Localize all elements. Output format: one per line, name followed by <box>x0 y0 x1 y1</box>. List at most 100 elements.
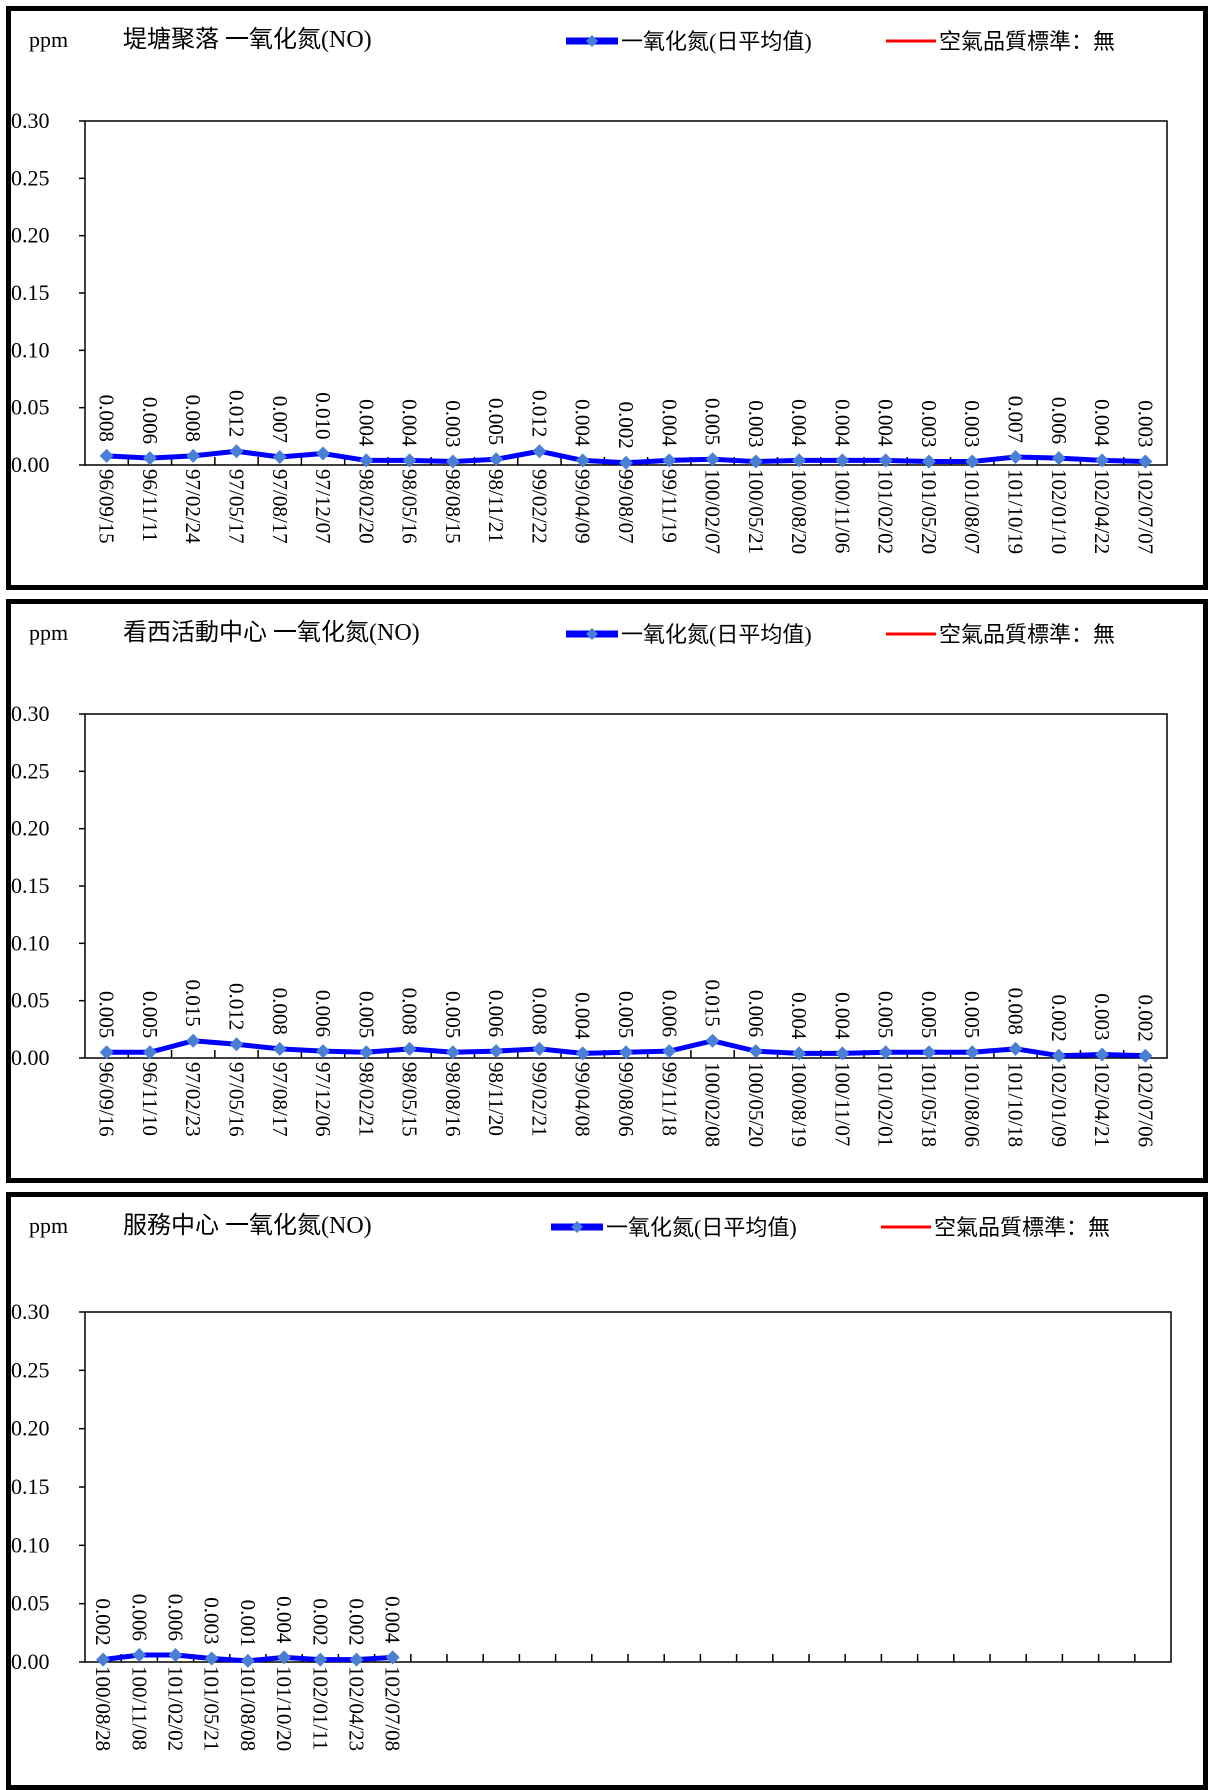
x-category-label: 102/07/08 <box>381 1666 405 1751</box>
x-category-label: 101/02/02 <box>874 469 898 554</box>
series-point-marker <box>445 1045 460 1060</box>
series-point-marker <box>186 448 201 463</box>
y-tick-label: 0.30 <box>11 108 50 133</box>
y-tick-label: 0.10 <box>11 337 50 362</box>
data-label: 0.012 <box>224 390 248 437</box>
series-point-marker <box>240 1653 255 1668</box>
data-label: 0.006 <box>138 397 162 444</box>
data-label: 0.003 <box>441 400 465 447</box>
series-point-marker <box>878 1045 893 1060</box>
legend-series-marker <box>571 1221 583 1233</box>
x-category-label: 96/09/16 <box>95 1062 119 1137</box>
x-category-label: 100/08/20 <box>787 469 811 554</box>
data-label: 0.004 <box>787 992 811 1040</box>
data-label: 0.004 <box>787 399 811 447</box>
x-category-label: 98/11/21 <box>484 469 508 543</box>
data-label: 0.004 <box>657 399 681 447</box>
series-point-marker <box>277 1650 292 1665</box>
x-category-label: 100/11/07 <box>830 1062 854 1146</box>
data-label: 0.004 <box>830 992 854 1040</box>
series-point-marker <box>792 453 807 468</box>
series-point-marker <box>445 454 460 469</box>
x-category-label: 102/01/11 <box>308 1666 332 1750</box>
series-point-marker <box>575 453 590 468</box>
x-category-label: 98/08/16 <box>441 1062 465 1137</box>
series-point-marker <box>1051 451 1066 466</box>
x-category-label: 101/08/07 <box>960 469 984 554</box>
data-label: 0.002 <box>614 401 638 448</box>
x-category-label: 98/02/21 <box>354 1062 378 1137</box>
data-label: 0.006 <box>1047 397 1071 444</box>
chart-svg: ppm 看西活動中心 一氧化氮(NO) 一氧化氮(日平均值) 空氣品質標準：無 0.00… <box>11 619 1168 1147</box>
series-point-marker <box>662 453 677 468</box>
data-label: 0.002 <box>1047 994 1071 1041</box>
x-category-label: 100/02/08 <box>701 1062 725 1147</box>
data-label: 0.005 <box>917 991 941 1038</box>
x-category-label: 100/08/19 <box>787 1062 811 1147</box>
data-label: 0.002 <box>345 1598 369 1645</box>
x-category-label: 97/02/23 <box>181 1062 205 1137</box>
series-point-marker <box>835 1046 850 1061</box>
data-label: 0.001 <box>236 1600 260 1647</box>
series-point-marker <box>402 453 417 468</box>
series-point-marker <box>229 1037 244 1052</box>
data-label: 0.003 <box>960 400 984 447</box>
x-category-label: 98/05/15 <box>398 1062 422 1137</box>
data-label: 0.002 <box>308 1598 332 1645</box>
chart-svg: ppm 堤塘聚落 一氧化氮(NO) 一氧化氮(日平均值) 空氣品質標準：無 0.00 0.… <box>11 26 1168 554</box>
x-category-label: 98/11/20 <box>484 1062 508 1136</box>
data-label: 0.008 <box>398 988 422 1035</box>
chart-title: 看西活動中心 一氧化氮(NO) <box>123 619 420 646</box>
data-label: 0.015 <box>701 980 725 1027</box>
x-category-label: 97/08/17 <box>268 469 292 544</box>
series-point-marker <box>489 1044 504 1059</box>
y-tick-label: 0.15 <box>11 1474 50 1499</box>
y-tick-label: 0.10 <box>11 930 50 955</box>
x-category-label: 99/02/21 <box>527 1062 551 1137</box>
legend-standard-label: 空氣品質標準：無 <box>939 622 1115 647</box>
data-label: 0.003 <box>917 400 941 447</box>
y-tick-label: 0.30 <box>11 701 50 726</box>
y-tick-label: 0.20 <box>11 223 50 248</box>
series-point-marker <box>272 1041 287 1056</box>
series-point-marker <box>402 1041 417 1056</box>
data-label: 0.006 <box>311 990 335 1037</box>
data-label: 0.004 <box>571 992 595 1040</box>
series-point-marker <box>168 1648 183 1662</box>
x-category-label: 102/04/23 <box>345 1666 369 1751</box>
y-tick-label: 0.00 <box>11 452 50 477</box>
data-label: 0.005 <box>614 991 638 1038</box>
x-category-label: 99/04/09 <box>571 469 595 544</box>
legend-series-label: 一氧化氮(日平均值) <box>621 622 812 647</box>
y-tick-label: 0.20 <box>11 1416 50 1441</box>
data-label: 0.008 <box>95 395 119 442</box>
x-category-label: 96/11/10 <box>138 1062 162 1136</box>
chart-title: 堤塘聚落 一氧化氮(NO) <box>123 26 372 53</box>
x-category-label: 100/08/28 <box>91 1666 115 1751</box>
x-category-label: 99/02/22 <box>527 469 551 544</box>
y-tick-label: 0.00 <box>11 1045 50 1070</box>
y-tick-label: 0.20 <box>11 816 50 841</box>
x-category-label: 100/02/07 <box>701 469 725 554</box>
x-category-label: 102/07/06 <box>1133 1062 1157 1147</box>
x-category-label: 100/05/20 <box>744 1062 768 1147</box>
series-point-marker <box>1008 449 1023 464</box>
data-label: 0.008 <box>527 988 551 1035</box>
data-label: 0.004 <box>381 1596 405 1644</box>
series-point-marker <box>748 454 763 469</box>
data-label: 0.005 <box>960 991 984 1038</box>
x-category-label: 97/02/24 <box>181 469 205 544</box>
x-category-label: 102/01/10 <box>1047 469 1071 554</box>
x-category-label: 101/05/18 <box>917 1062 941 1147</box>
y-tick-label: 0.05 <box>11 988 50 1013</box>
data-label: 0.008 <box>181 395 205 442</box>
series-point-marker <box>99 1045 114 1060</box>
chart-svg: ppm 服務中心 一氧化氮(NO) 一氧化氮(日平均值) 空氣品質標準：無 0.00 0.… <box>11 1212 1172 1751</box>
x-category-label: 101/10/20 <box>272 1666 296 1751</box>
x-category-label: 99/08/06 <box>614 1062 638 1137</box>
y-tick-label: 0.25 <box>11 758 50 783</box>
y-tick-label: 0.05 <box>11 395 50 420</box>
series-point-marker <box>748 1044 763 1059</box>
x-category-label: 97/08/17 <box>268 1062 292 1137</box>
data-label: 0.006 <box>744 990 768 1037</box>
